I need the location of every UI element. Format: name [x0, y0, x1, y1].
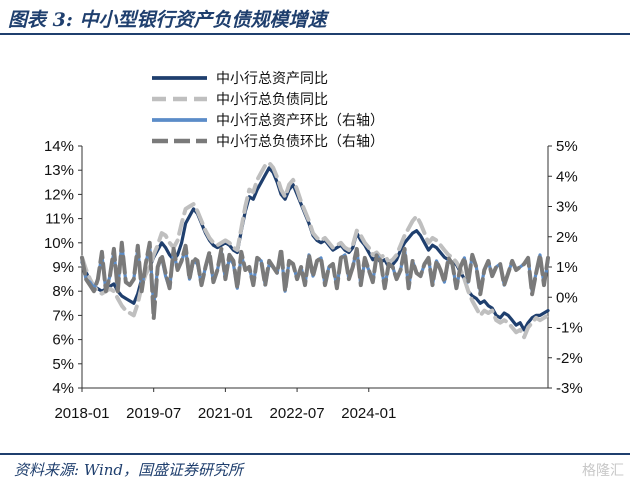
x-tick-label: 2019-07 — [126, 405, 181, 422]
right-tick-label: 2% — [556, 229, 578, 246]
series-line-2 — [80, 160, 550, 340]
x-tick-label: 2022-07 — [270, 405, 325, 422]
right-tick-label: 0% — [556, 289, 578, 306]
left-tick-label: 13% — [44, 162, 74, 179]
left-tick-label: 10% — [44, 235, 74, 252]
right-tick-label: 1% — [556, 259, 578, 276]
right-tick-label: 4% — [556, 168, 578, 185]
right-tick-label: 5% — [556, 138, 578, 155]
bottom-rule — [0, 453, 630, 455]
right-tick-label: -1% — [556, 320, 583, 337]
source-note: 资料来源: Wind，国盛证券研究所 — [14, 461, 244, 479]
left-tick-label: 5% — [52, 356, 74, 373]
watermark: 格隆汇 — [582, 463, 624, 479]
top-rule — [0, 33, 630, 35]
left-tick-label: 9% — [52, 259, 74, 276]
legend-label-4: 中小行总负债环比（右轴） — [216, 134, 384, 150]
x-tick-label: 2024-01 — [341, 405, 396, 422]
left-tick-label: 6% — [52, 332, 74, 349]
left-tick-label: 7% — [52, 307, 74, 324]
right-tick-label: 3% — [556, 199, 578, 216]
left-tick-label: 12% — [44, 186, 74, 203]
series-line-4 — [80, 240, 550, 321]
x-tick-label: 2018-01 — [54, 405, 109, 422]
legend-label-2: 中小行总负债同比 — [216, 92, 328, 108]
right-tick-label: -3% — [556, 380, 583, 397]
left-tick-label: 8% — [52, 283, 74, 300]
left-tick-label: 11% — [45, 211, 74, 228]
legend-label-1: 中小行总资产同比 — [216, 71, 328, 87]
legend-label-3: 中小行总资产环比（右轴） — [216, 113, 384, 129]
right-tick-label: -2% — [556, 350, 583, 367]
x-tick-label: 2021-01 — [198, 405, 253, 422]
chart-title: 图表 3: 中小型银行资产负债规模增速 — [8, 9, 327, 31]
left-tick-label: 14% — [44, 138, 74, 155]
left-tick-label: 4% — [52, 380, 74, 397]
title-row: 图表 3: 中小型银行资产负债规模增速 — [6, 2, 624, 32]
